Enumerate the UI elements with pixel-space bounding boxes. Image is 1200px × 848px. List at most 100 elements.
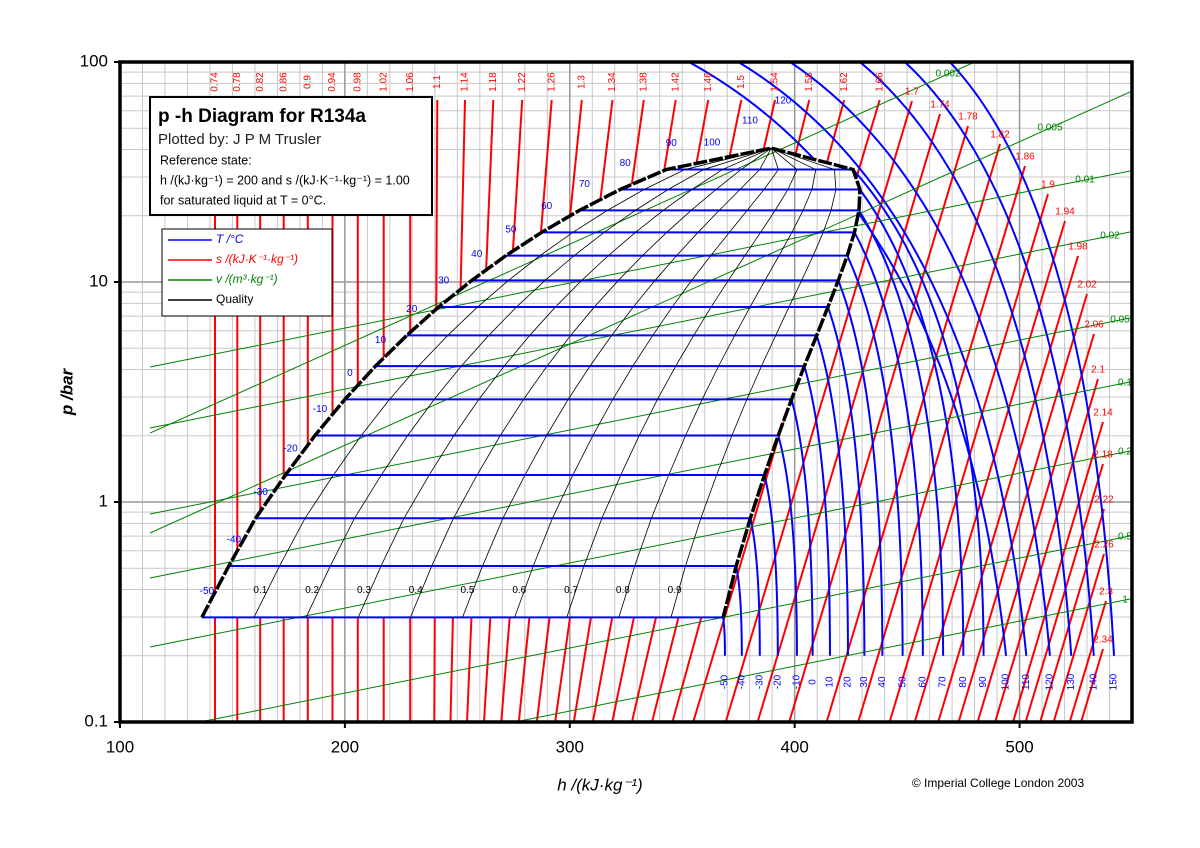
isotherm [904, 62, 1095, 656]
isentrope-label: 1.1 [432, 75, 443, 89]
isentrope-label: 1.78 [958, 112, 978, 123]
isentrope-label: 1.62 [839, 72, 850, 92]
isotherm-label: -40 [736, 674, 747, 689]
isotherm-label: 100 [704, 138, 721, 149]
isentrope-label: 1.7 [905, 87, 919, 98]
isochore [149, 317, 1132, 515]
x-tick-label: 300 [556, 737, 584, 756]
isotherm-label: -40 [227, 535, 242, 546]
title-frame [149, 96, 433, 216]
x-tick-label: 500 [1005, 737, 1033, 756]
isochore-label: 1 [1122, 595, 1128, 606]
note: for saturated liquid at T = 0°C. [160, 193, 326, 207]
isentrope [994, 378, 1099, 722]
isotherm [846, 255, 904, 656]
isotherm-label: 10 [375, 335, 387, 346]
isochore-label: 0.01 [1075, 175, 1095, 186]
chart-title: p -h Diagram for R134a [158, 106, 366, 127]
isotherm-label: 90 [978, 676, 989, 688]
plot-area [120, 62, 1132, 722]
isotherm [859, 62, 1073, 656]
quality-label: 0.1 [253, 585, 267, 596]
y-tick-label: 100 [80, 51, 108, 70]
isotherm-label: -10 [313, 404, 328, 415]
isotherm-label: 20 [406, 304, 418, 315]
legend: T /°C s /(kJ·K⁻¹·kg⁻¹) v /(m³·kg⁻¹) Quality [161, 228, 333, 317]
legend-frame [161, 228, 333, 317]
isentrope [1024, 463, 1104, 722]
isotherm [749, 517, 761, 656]
isochore [149, 62, 976, 434]
isotherm [803, 365, 831, 656]
isotherm-label: 110 [742, 116, 758, 127]
quality-label: 0.6 [512, 585, 526, 596]
isotherm-label: -10 [792, 674, 803, 689]
isentrope-label: 2.34 [1093, 635, 1113, 646]
isentrope-label: 1.46 [703, 72, 714, 92]
quality-line [566, 147, 798, 618]
quality-label: 0.5 [461, 585, 475, 596]
quality-line [462, 147, 772, 618]
isentrope-label: 2.14 [1093, 408, 1113, 419]
isotherm [763, 474, 779, 656]
title-box: p -h Diagram for R134a Plotted by: J P M… [149, 96, 433, 216]
isotherm-label: 0 [347, 368, 353, 379]
isentrope [788, 125, 969, 722]
isentrope-label: 1.42 [670, 72, 681, 92]
isotherm [777, 435, 798, 656]
isotherm [789, 62, 1051, 656]
isochore-label: 0.002 [935, 69, 960, 80]
isotherm-label: 60 [917, 676, 928, 688]
isotherm [735, 565, 743, 656]
isochore [149, 90, 1132, 534]
quality-line [670, 147, 837, 618]
isentrope-label: 0.98 [352, 72, 363, 92]
isotherm-label: 60 [541, 201, 553, 212]
isotherm-label: -20 [283, 444, 298, 455]
quality-label: 0.9 [668, 585, 682, 596]
isotherm [949, 62, 1116, 656]
isochore-label: 0.1 [1118, 378, 1132, 389]
isentrope-label: 1.74 [930, 100, 950, 111]
isotherm-label: 40 [877, 676, 888, 688]
legend-label: Quality [216, 292, 253, 306]
x-axis-label: h /(kJ·kg⁻¹) [557, 775, 642, 794]
y-axis-label: p /bar [57, 367, 76, 416]
quality-line [253, 147, 772, 618]
isentrope [888, 193, 1049, 722]
isentrope [913, 220, 1066, 722]
isochore-label: 0.005 [1037, 123, 1062, 134]
isochore-label: 0.5 [1118, 532, 1132, 543]
isentrope [957, 293, 1088, 722]
isotherm-label: -50 [720, 674, 731, 689]
isentrope [1080, 648, 1104, 722]
isotherm-label: 70 [938, 676, 949, 688]
isentrope-label: 2.18 [1093, 450, 1113, 461]
isentrope-label: 1.06 [405, 72, 416, 92]
isentrope-label: 0.94 [327, 72, 338, 92]
saturation-dome [200, 146, 862, 619]
isotherm-label: 150 [1109, 673, 1120, 690]
isochore [512, 598, 1132, 722]
isotherm-label: 40 [471, 249, 483, 260]
isotherm-label: 50 [897, 676, 908, 688]
subtitle: Plotted by: J P M Trusler [158, 131, 321, 148]
isentrope-label: 0.9 [302, 75, 313, 89]
quality-label: 0.3 [357, 585, 371, 596]
isentrope [1068, 600, 1107, 722]
isentrope [937, 255, 1079, 722]
isochore [197, 535, 1132, 722]
note: h /(kJ·kg⁻¹) = 200 and s /(kJ·K⁻¹·kg⁻¹) … [160, 173, 410, 187]
isentrope-label: 1.02 [378, 72, 389, 92]
isotherm-label: 30 [438, 276, 450, 287]
y-tick-label: 10 [89, 271, 108, 290]
quality-label: 0.4 [409, 585, 423, 596]
quality-label: 0.7 [564, 585, 578, 596]
quality-line [410, 147, 772, 618]
isentrope-label: 0.74 [210, 72, 221, 92]
x-tick-label: 400 [780, 737, 808, 756]
plot-frame [118, 60, 1134, 724]
isentrope-label: 1.3 [576, 75, 587, 89]
isentrope-label: 1.82 [990, 130, 1010, 141]
